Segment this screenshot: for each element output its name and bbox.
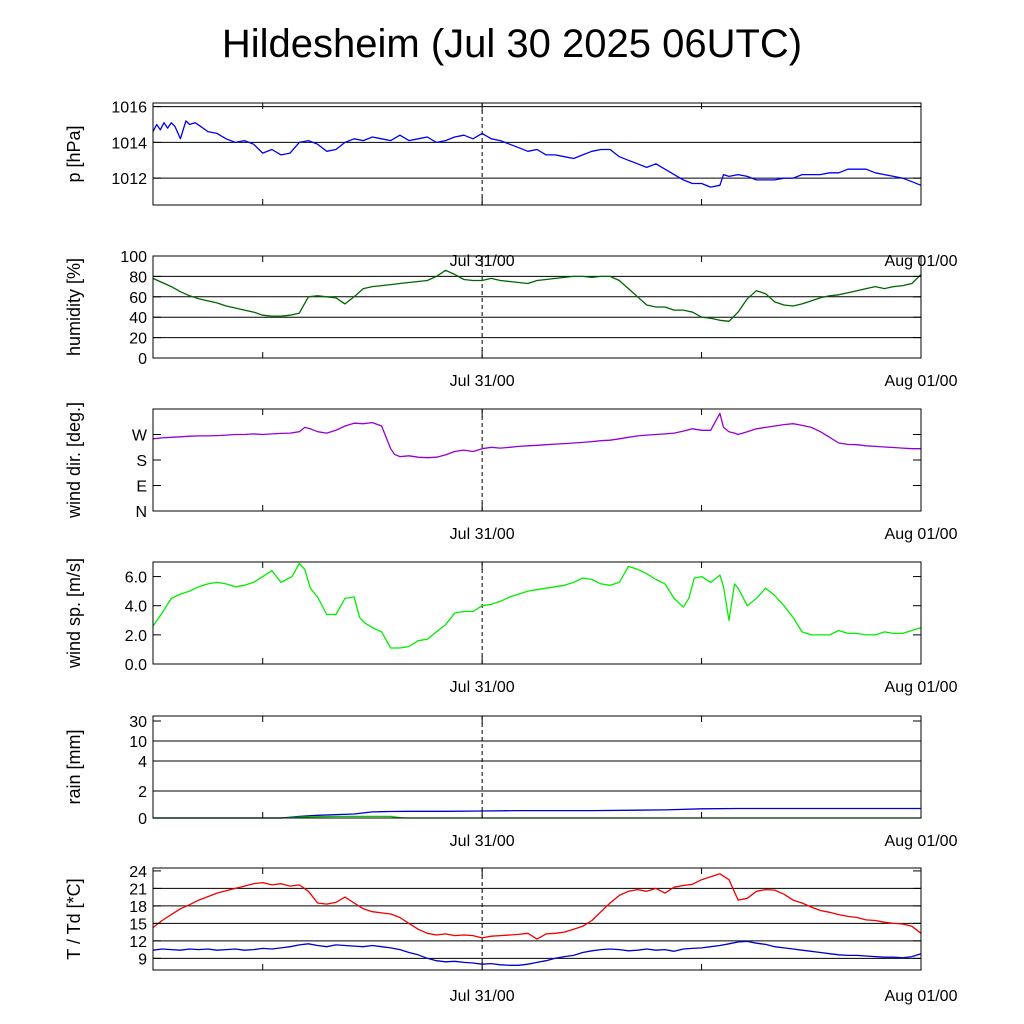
panel-5: 30 10 4 2 0 Jul 31/00 Aug 01/00 rain [mm]	[64, 714, 958, 850]
panel-4: 6.0 4.0 2.0 0.0 Jul 31/00 Aug 01/00 wind sp. […	[64, 558, 958, 696]
y-tick-label: 2	[138, 784, 147, 801]
y-tick-label: N	[135, 504, 147, 521]
y-tick-label: 2.0	[125, 628, 147, 645]
y-tick-label: 0	[138, 351, 147, 368]
plot-frame	[152, 255, 922, 359]
y-axis-title: humidity [%]	[64, 258, 84, 356]
y-tick-label: 24	[129, 864, 147, 881]
y-tick-label: 1012	[111, 171, 147, 188]
x-tick-label: Aug 01/00	[885, 526, 958, 543]
x-tick-label: Aug 01/00	[885, 833, 958, 850]
y-axis-title: wind dir. [deg.]	[64, 402, 84, 519]
y-tick-label: 100	[120, 249, 147, 266]
plot-frame	[152, 102, 922, 206]
series-line-pressure	[152, 120, 922, 188]
x-tick-label: Aug 01/00	[885, 988, 958, 1005]
y-tick-label: 18	[129, 899, 147, 916]
x-tick-label: Jul 31/00	[450, 373, 515, 390]
panel-2: 100 80 60 40 20 0 Jul 31/00 Aug 01/00 humidity […	[64, 249, 958, 390]
y-tick-label: 12	[129, 934, 147, 951]
plot-frame	[152, 561, 922, 665]
series-line-wind_speed	[152, 562, 922, 649]
y-tick-label: 4	[138, 754, 147, 771]
y-tick-label: 0	[138, 811, 147, 828]
plot-frame	[152, 867, 922, 971]
x-tick-label: Jul 31/00	[450, 833, 515, 850]
y-tick-label: 15	[129, 916, 147, 933]
y-tick-label: 1014	[111, 135, 147, 152]
y-tick-label: 21	[129, 881, 147, 898]
y-tick-label: 40	[129, 310, 147, 327]
y-tick-label: 6.0	[125, 570, 147, 587]
y-tick-label: E	[136, 479, 147, 496]
y-tick-label: 80	[129, 269, 147, 286]
y-tick-label: W	[132, 428, 148, 445]
x-tick-label: Aug 01/00	[885, 373, 958, 390]
y-axis-title: T / Td [*C]	[64, 878, 84, 959]
x-tick-label: Jul 31/00	[450, 679, 515, 696]
y-tick-label: 1016	[111, 100, 147, 117]
series-line-dewpoint	[152, 940, 922, 966]
x-tick-label: Jul 31/00	[450, 988, 515, 1005]
y-axis-title: p [hPa]	[64, 125, 84, 182]
x-tick-label: Jul 31/00	[450, 526, 515, 543]
plot-frame	[152, 715, 922, 819]
series-line-wind_dir	[152, 412, 921, 459]
y-tick-label: S	[136, 453, 147, 470]
y-tick-label: 60	[129, 290, 147, 307]
series-line-temperature	[152, 873, 922, 940]
series-line-rain_blue	[153, 807, 921, 819]
y-tick-label: 20	[129, 331, 147, 348]
series-line-humidity	[152, 269, 922, 322]
chart-title: Hildesheim (Jul 30 2025 06UTC)	[221, 22, 803, 66]
y-axis-title: rain [mm]	[64, 729, 84, 804]
y-tick-label: 0.0	[125, 657, 147, 674]
y-tick-label: 10	[129, 734, 147, 751]
x-tick-label: Aug 01/00	[885, 679, 958, 696]
plot-frame	[152, 408, 922, 512]
y-tick-label: 30	[129, 714, 147, 731]
y-axis-title: wind sp. [m/s]	[64, 558, 84, 669]
y-tick-label: 4.0	[125, 599, 147, 616]
y-tick-label: 9	[138, 951, 147, 968]
